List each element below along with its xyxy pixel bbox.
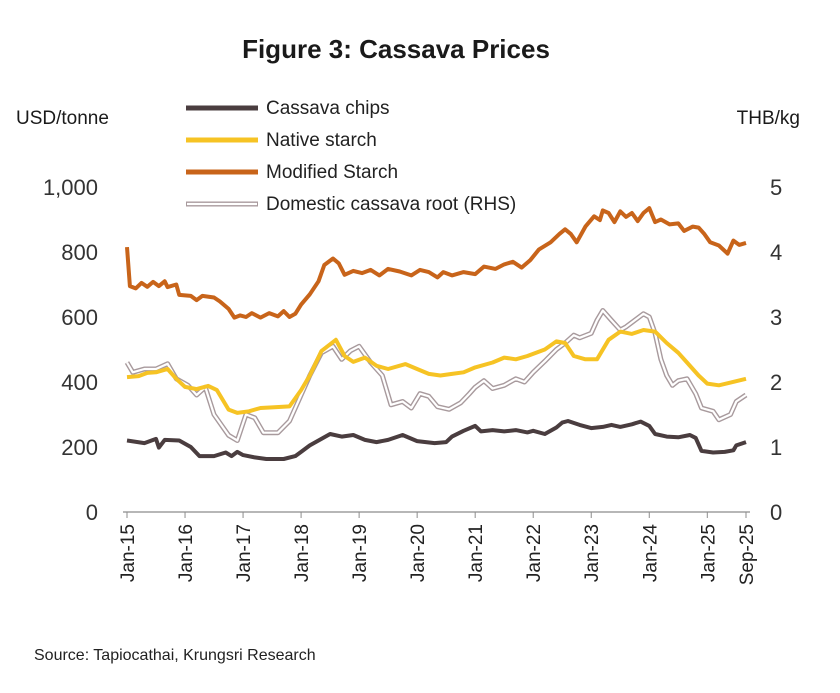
x-tick-label: Jan-24: [640, 524, 661, 583]
x-axis-ticks: Jan-15 Jan-16 Jan-17 Jan-18 Jan-19 Jan-20 Jan-…: [118, 512, 758, 585]
y-right-tick-label: 2: [770, 370, 782, 395]
legend-label-cassava-chips: Cassava chips: [266, 98, 390, 119]
series-line-modified-starch: [125, 206, 747, 320]
series-line-domestic-cassava-root-rhs-inner: [126, 309, 747, 442]
y-axis-right-label: THB/kg: [737, 108, 800, 129]
x-tick-label: Jan-16: [176, 524, 197, 582]
x-tick-label: Jan-17: [234, 524, 255, 582]
y-axis-left-label: USD/tonne: [16, 108, 109, 129]
x-tick-label: Jan-21: [466, 524, 487, 582]
y-left-tick-label: 400: [61, 370, 98, 395]
x-tick-label: Sep-25: [737, 524, 758, 585]
x-tick-label: Jan-19: [350, 524, 371, 582]
x-tick-label: Jan-25: [698, 524, 719, 582]
legend-label-modified-starch: Modified Starch: [266, 162, 398, 183]
y-right-tick-label: 0: [770, 500, 782, 525]
x-tick-label: Jan-22: [524, 524, 545, 582]
y-left-tick-label: 0: [86, 500, 98, 525]
chart-title: Figure 3: Cassava Prices: [242, 34, 550, 64]
x-tick-label: Jan-23: [582, 524, 603, 582]
y-left-tick-label: 800: [61, 240, 98, 265]
y-left-tick-label: 1,000: [43, 175, 98, 200]
legend-label-domestic-cassava-root-rhs: Domestic cassava root (RHS): [266, 194, 516, 215]
y-axis-left-ticks: 0 200 400 600 800 1,000: [43, 175, 98, 525]
x-tick-label: Jan-20: [408, 524, 429, 582]
y-right-tick-label: 3: [770, 305, 782, 330]
series-line-cassava-chips: [126, 419, 747, 461]
y-left-tick-label: 200: [61, 435, 98, 460]
y-right-tick-label: 5: [770, 175, 782, 200]
legend-label-native-starch: Native starch: [266, 130, 377, 151]
source-note: Source: Tapiocathai, Krungsri Research: [34, 647, 316, 664]
y-left-tick-label: 600: [61, 305, 98, 330]
y-right-tick-label: 4: [770, 240, 782, 265]
x-tick-label: Jan-18: [292, 524, 313, 582]
series-layer: [124, 206, 748, 461]
legend: Cassava chips Native starch Modified Starc…: [186, 98, 516, 215]
y-right-tick-label: 1: [770, 435, 782, 460]
y-axis-right-ticks: 0 1 2 3 4 5: [770, 175, 782, 525]
series-line-native-starch: [126, 328, 747, 415]
x-tick-label: Jan-15: [118, 524, 139, 582]
